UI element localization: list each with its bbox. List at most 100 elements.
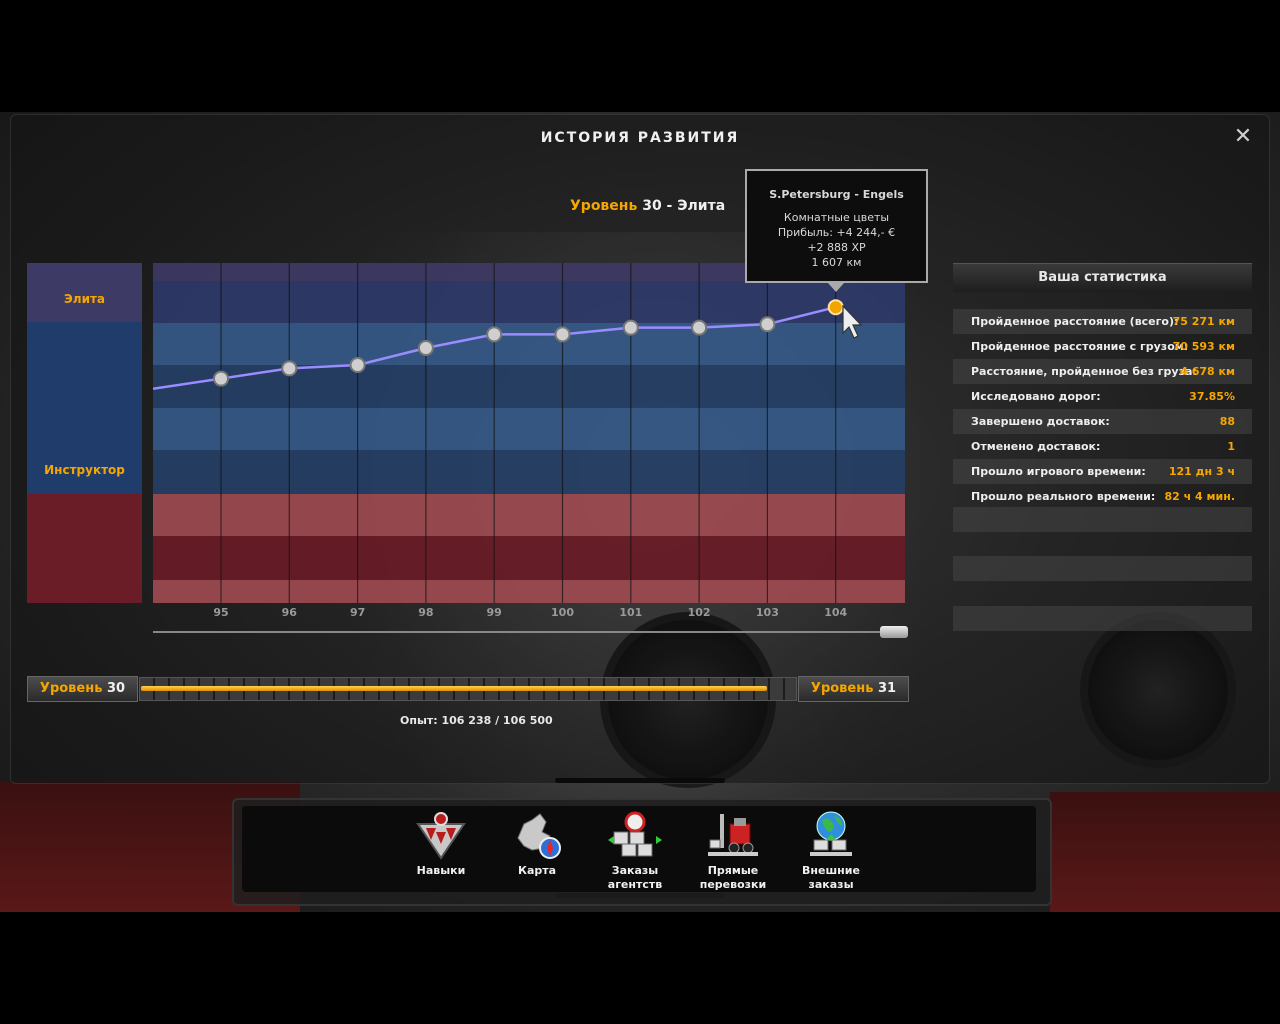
xp-progress-fill: [141, 686, 767, 691]
close-button[interactable]: ✕: [1233, 124, 1253, 149]
x-tick-label: 103: [755, 606, 779, 619]
map-icon: [497, 808, 577, 862]
chart-band: [153, 408, 905, 450]
stat-row: Расстояние, пройденное без груза: 4 678 к…: [953, 359, 1252, 384]
dock-label-freight-market: Прямые перевозки: [699, 864, 767, 891]
chart-point[interactable]: [417, 340, 434, 356]
stat-label: Расстояние, пройденное без груза:: [971, 365, 1197, 378]
current-level-badge: Уровень 30: [27, 676, 138, 702]
mouse-cursor: [842, 305, 862, 339]
freight-market-icon: [693, 808, 773, 862]
delivery-tooltip: S.Petersburg - Engels Комнатные цветы Пр…: [745, 169, 928, 283]
stat-row: Прошло игрового времени: 121 дн 3 ч: [953, 459, 1252, 484]
dock-item-external-contracts[interactable]: Внешние заказы: [791, 808, 871, 892]
next-level-badge: Уровень 31: [798, 676, 909, 702]
external-contracts-icon: [791, 808, 871, 862]
dock-label-external-contracts: Внешние заказы: [802, 864, 860, 891]
x-tick-label: 101: [619, 606, 643, 619]
current-level-heading: Уровень 30 - Элита: [570, 198, 725, 214]
tooltip-distance: 1 607 км: [811, 256, 862, 269]
stat-value: 121 дн 3 ч: [1168, 465, 1235, 478]
legend-label-elite: Элита: [63, 292, 106, 306]
progress-chart-svg: [153, 263, 905, 603]
stat-empty-row: [953, 507, 1252, 532]
dock-label-map: Карта: [517, 864, 557, 877]
stat-value: 82 ч 4 мин.: [1164, 490, 1235, 503]
chart-band: [153, 263, 905, 281]
stat-row: Пройденное расстояние с грузом: 70 593 км: [953, 334, 1252, 359]
stat-label: Исследовано дорог:: [971, 390, 1101, 403]
stat-label: Завершено доставок:: [971, 415, 1110, 428]
dock-label-agency-orders: Заказы агентств: [607, 864, 663, 891]
x-tick-label: 95: [213, 606, 229, 619]
chart-point[interactable]: [554, 326, 571, 343]
chart-scrollbar-thumb[interactable]: [880, 626, 908, 638]
stat-empty-row: [953, 606, 1252, 631]
chart-band: [153, 323, 905, 365]
stat-value: 70 593 км: [1172, 340, 1235, 353]
rank-legend: Элита Инструктор: [27, 263, 142, 603]
stat-value: 88: [1219, 415, 1235, 428]
legend-band-elite: [27, 263, 142, 322]
agency-orders-icon: [595, 808, 675, 862]
statistics-header: Ваша статистика: [953, 263, 1252, 292]
stat-label: Отменено доставок:: [971, 440, 1101, 453]
chart-band: [153, 580, 905, 603]
current-level-label: Уровень: [39, 681, 103, 696]
panel-handle: [555, 778, 725, 783]
dock-label-skills: Навыки: [416, 864, 466, 877]
level-label: Уровень: [570, 198, 638, 214]
statistics-panel: Ваша статистика Пройденное расстояние (в…: [953, 263, 1252, 509]
progress-chart: [153, 263, 905, 603]
chart-point[interactable]: [349, 357, 366, 373]
skills-icon: [401, 808, 481, 862]
current-level-number: 30: [106, 681, 126, 696]
x-tick-label: 100: [551, 606, 574, 619]
stat-empty-row: [953, 556, 1252, 581]
stat-label: Пройденное расстояние с грузом:: [971, 340, 1189, 353]
stat-row: Завершено доставок: 88: [953, 409, 1252, 434]
garage-floor-right: [1050, 792, 1280, 912]
stat-row: Прошло реального времени: 82 ч 4 мин.: [953, 484, 1252, 509]
chart-band: [153, 536, 905, 580]
stat-row: Исследовано дорог: 37.85%: [953, 384, 1252, 409]
chart-scrollbar-track[interactable]: [153, 631, 905, 633]
tooltip-profit: Прибыль: +4 244,- €: [777, 226, 896, 239]
dock-item-map[interactable]: Карта: [497, 808, 577, 878]
x-tick-label: 102: [687, 606, 711, 619]
chart-point[interactable]: [486, 326, 503, 343]
tooltip-xp: +2 888 XP: [807, 241, 866, 254]
stat-row: Пройденное расстояние (всего): 75 271 км: [953, 309, 1252, 334]
level-value: 30 - Элита: [642, 198, 726, 214]
stat-label: Пройденное расстояние (всего):: [971, 315, 1179, 328]
dock-item-skills[interactable]: Навыки: [401, 808, 481, 878]
next-level-label: Уровень: [810, 681, 874, 696]
chart-point[interactable]: [759, 316, 776, 333]
legend-band-instructor: [27, 322, 142, 494]
x-tick-label: 104: [824, 606, 848, 619]
chart-band: [153, 450, 905, 494]
stat-value: 4 678 км: [1180, 365, 1235, 378]
chart-point[interactable]: [213, 370, 229, 387]
tooltip-arrow: [828, 283, 844, 292]
chart-band: [153, 494, 905, 536]
dock-item-agency-orders[interactable]: Заказы агентств: [595, 808, 675, 892]
legend-band-lower: [27, 494, 142, 603]
x-tick-label: 96: [281, 606, 297, 619]
tooltip-cargo: Комнатные цветы: [783, 211, 890, 224]
x-tick-label: 99: [486, 606, 502, 619]
chart-point-selected[interactable]: [827, 299, 844, 316]
chart-point[interactable]: [691, 319, 708, 336]
chart-point[interactable]: [281, 360, 298, 377]
dock-item-freight-market[interactable]: Прямые перевозки: [693, 808, 773, 892]
chart-point[interactable]: [622, 319, 639, 336]
xp-readout: Опыт: 106 238 / 106 500: [400, 714, 553, 727]
stat-value: 75 271 км: [1172, 315, 1235, 328]
x-tick-label: 98: [418, 606, 434, 619]
legend-label-instructor: Инструктор: [44, 463, 125, 477]
chart-band: [153, 281, 905, 323]
next-level-number: 31: [877, 681, 897, 696]
window-title: ИСТОРИЯ РАЗВИТИЯ: [540, 130, 740, 146]
stat-label: Прошло игрового времени:: [971, 465, 1146, 478]
stat-value: 37.85%: [1189, 390, 1235, 403]
